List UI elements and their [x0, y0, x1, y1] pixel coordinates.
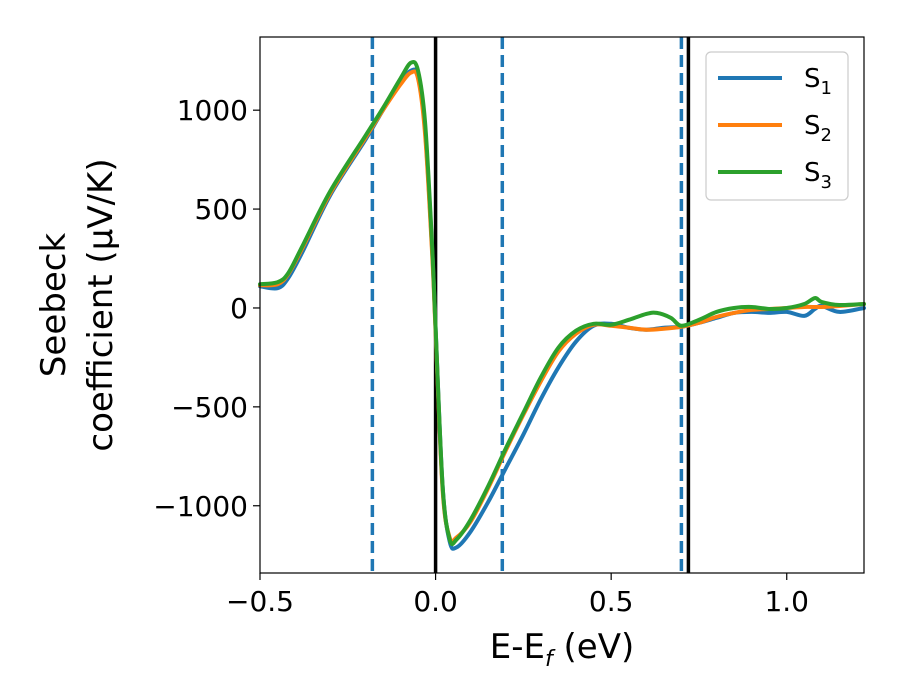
- y-tick-label: 500: [195, 193, 248, 226]
- y-axis-label-line1: Seebeck: [34, 233, 74, 378]
- x-axis-label-subscript: f: [545, 647, 556, 672]
- x-tick-label: 0.0: [413, 585, 458, 618]
- x-axis-label: E-Ef (eV): [490, 627, 635, 672]
- x-tick-label: −0.5: [226, 585, 294, 618]
- legend: S1 S2 S3: [705, 51, 849, 201]
- reference-lines: [370, 37, 691, 573]
- y-tick-label: 0: [230, 292, 248, 325]
- y-tick-label: 1000: [177, 94, 248, 127]
- x-tick-label: 1.0: [764, 585, 809, 618]
- axis-ticks: −0.5 0.0 0.5 1.0 −1000 −500 0 500 1000: [153, 94, 809, 618]
- y-tick-label: −1000: [153, 490, 248, 523]
- series-line-s3: [258, 60, 866, 547]
- legend-label-s2: S2: [804, 111, 832, 146]
- y-tick-label: −500: [171, 391, 248, 424]
- x-axis-label-main: E-E: [490, 627, 545, 667]
- legend-label-s3: S3: [804, 158, 832, 193]
- x-axis-label-unit: (eV): [553, 627, 635, 667]
- plot-frame: [259, 36, 865, 574]
- x-tick-label: 0.5: [589, 585, 634, 618]
- legend-label-s1: S1: [804, 64, 832, 99]
- y-axis-label-line2: coefficient (μV/K): [81, 158, 121, 451]
- series-lines: [258, 60, 866, 551]
